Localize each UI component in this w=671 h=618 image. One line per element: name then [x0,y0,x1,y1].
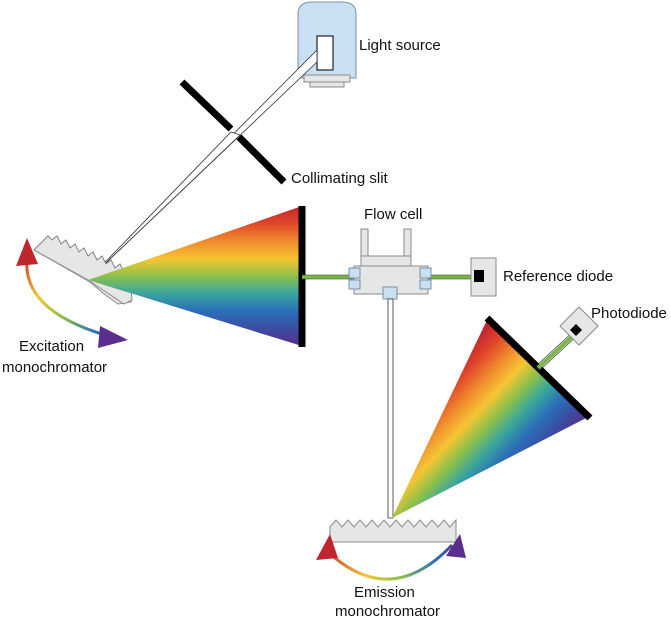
flow-cell-window-left [348,267,361,279]
flow-cell [348,228,432,300]
excitation-spectrum-fan [88,206,302,346]
emission-arrowhead-purple [446,534,466,558]
reference-diode [470,257,497,297]
label-excitation-line1: Excitation [19,338,84,355]
excitation-arrowhead-red [16,238,38,266]
lamp-filament-window [316,35,334,71]
emission-collected-beam [387,298,394,519]
lamp-base [303,74,351,83]
emission-arrowhead-red [316,534,338,560]
emission-rotation-arrow [316,534,466,581]
flow-cell-window-right [419,267,432,279]
flow-cell-top [360,255,412,267]
light-source [297,1,357,88]
photodiode-beam-edge-a [535,329,576,367]
collimating-slit-lower [236,134,287,185]
label-reference-diode: Reference diode [503,268,613,285]
emission-grating-body [329,518,457,543]
photodiode [559,306,599,346]
excitation-arrowhead-purple [98,326,128,348]
photodiode-sensor [570,324,582,336]
emission-arc [325,543,454,581]
excitation-rotation-arrow [16,238,128,348]
label-excitation-line2: monochromator [2,359,107,376]
emission-spectrum-fan [392,320,590,518]
reference-diode-sensor [474,270,484,282]
label-emission-line2: monochromator [335,603,440,618]
label-photodiode: Photodiode [591,305,667,322]
label-collimating-slit: Collimating slit [291,170,389,187]
flow-cell-window-bottom [382,286,398,300]
flow-cell-window-left-lower [348,279,361,290]
label-light-source: Light source [359,37,441,54]
photodiode-beam-edge-b [539,333,580,371]
lamp-base-foot [309,81,345,88]
collimating-slit-upper [179,79,234,132]
emission-grating [329,518,457,543]
collimated-beam [87,131,241,281]
photodiode-housing [559,306,599,346]
label-flow-cell: Flow cell [364,206,422,223]
excitation-arc [25,257,106,337]
label-emission-line1: Emission [354,584,415,601]
flow-cell-window-right-lower [419,279,432,290]
photodiode-beam [536,330,579,370]
